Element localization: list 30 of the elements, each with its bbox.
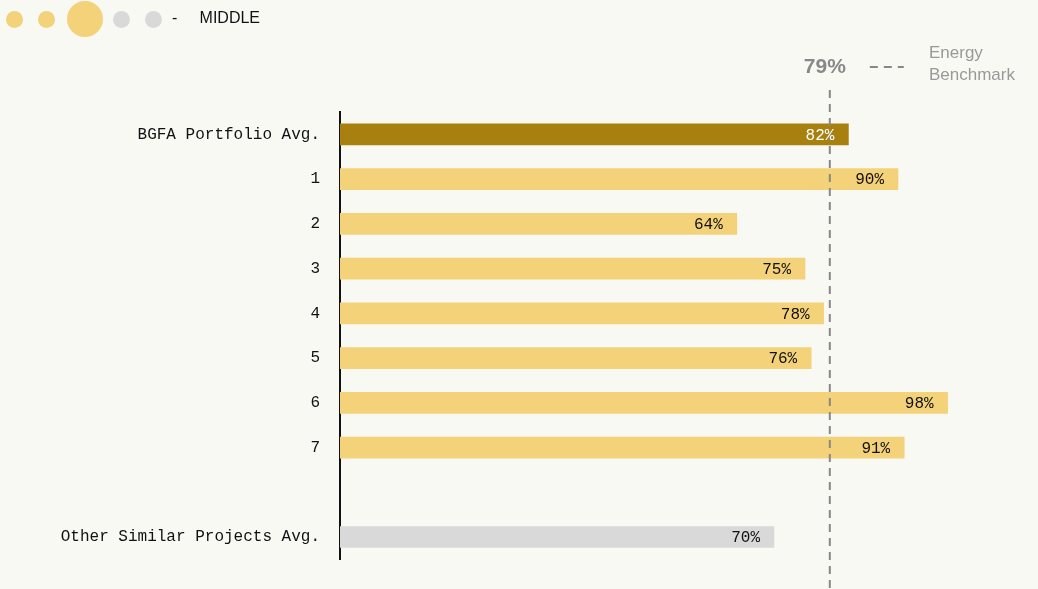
- bar: [340, 123, 849, 146]
- data-label: 98%: [904, 395, 934, 414]
- data-label: 76%: [768, 350, 798, 369]
- data-label: 75%: [762, 260, 792, 279]
- y-tick-label: BGFA Portfolio Avg.: [137, 125, 320, 144]
- data-label: 70%: [731, 529, 761, 548]
- y-tick-label: 1: [310, 170, 320, 189]
- bar: [340, 168, 899, 190]
- y-tick-label: Other Similar Projects Avg.: [60, 528, 320, 547]
- data-label: 91%: [861, 439, 891, 458]
- text: Energy Benchmark: [929, 42, 1016, 86]
- data-label: 78%: [780, 305, 810, 324]
- bar: [340, 213, 738, 235]
- data-label: 90%: [855, 171, 885, 190]
- y-tick-label: 4: [310, 304, 320, 323]
- y-tick-label: 7: [310, 438, 320, 457]
- bar: [340, 526, 775, 548]
- ref-line-label: 79%: [803, 53, 847, 77]
- bar: [340, 257, 806, 280]
- y-tick-label: 6: [310, 394, 320, 413]
- y-tick-label: 3: [310, 259, 320, 278]
- y-tick-label: 5: [310, 349, 320, 368]
- text: - MIDDLE: [172, 9, 261, 27]
- bar: [340, 347, 812, 369]
- bar: [340, 302, 824, 325]
- bar: [340, 436, 905, 459]
- bar: [340, 391, 948, 414]
- data-label: 82%: [805, 126, 835, 145]
- y-tick-label: 2: [310, 215, 320, 234]
- data-label: 64%: [693, 216, 724, 235]
